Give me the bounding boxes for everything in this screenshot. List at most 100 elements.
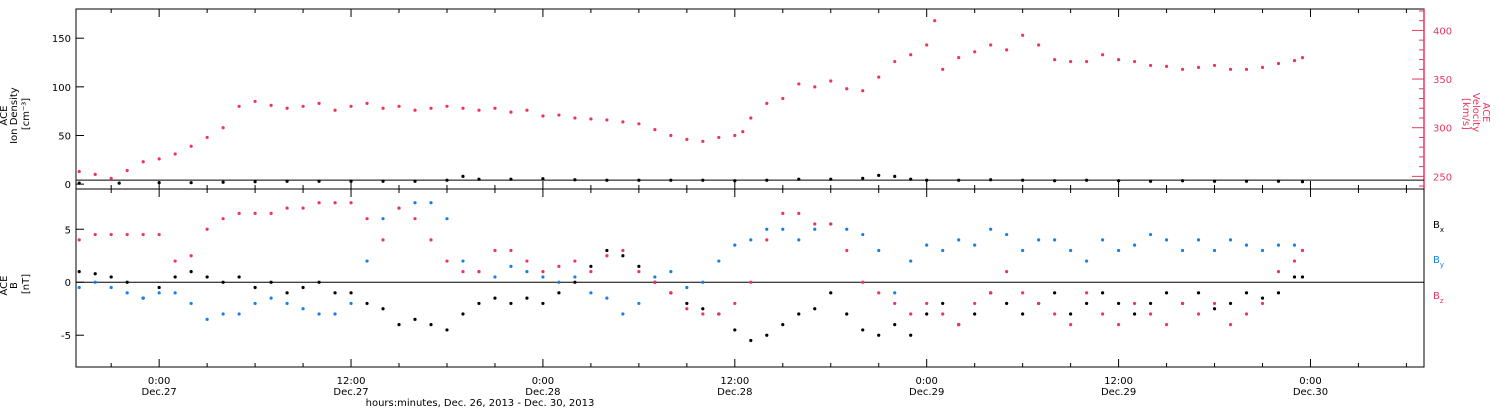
data-point-bx [605, 248, 609, 253]
data-point-bz [1116, 323, 1121, 327]
data-point-by [813, 227, 817, 231]
data-point-bx [1148, 301, 1153, 306]
data-point-density [1180, 179, 1185, 183]
data-point-bz [941, 312, 945, 316]
b-ylabel-line2: B [9, 282, 20, 289]
data-point-velocity [349, 104, 353, 108]
data-point-velocity [893, 59, 897, 64]
data-point-bx [1196, 291, 1201, 295]
legend-bx-sub: x [1440, 226, 1444, 234]
data-point-bz [1164, 323, 1169, 327]
data-point-by [525, 270, 529, 274]
data-point-bz [189, 254, 193, 258]
data-point-velocity [717, 135, 721, 140]
data-point-bz [605, 254, 609, 258]
data-point-density [157, 181, 161, 185]
data-point-velocity [933, 19, 937, 23]
data-point-bz [685, 307, 689, 311]
data-point-by [861, 232, 865, 237]
data-point-density [925, 178, 929, 182]
data-point-velocity [941, 67, 945, 71]
data-point-by [893, 291, 897, 295]
x-tick-date: Dec.28 [525, 387, 560, 398]
data-point-bz [285, 206, 289, 210]
data-point-bx [1292, 275, 1297, 279]
data-point-velocity [413, 108, 417, 112]
data-point-density [461, 174, 465, 178]
data-point-bz [1180, 301, 1185, 306]
velocity-ytick-label: 400 [1433, 26, 1452, 37]
data-point-bx [909, 333, 913, 337]
data-point-bx [589, 264, 593, 268]
data-point-bz [765, 238, 769, 242]
data-point-by [653, 275, 657, 279]
data-point-bx [269, 280, 273, 284]
data-point-velocity [109, 176, 113, 180]
data-point-by [1053, 238, 1057, 242]
data-point-by [109, 285, 113, 290]
data-point-velocity [557, 113, 561, 117]
data-point-by [621, 312, 625, 316]
data-point-velocity [1212, 63, 1217, 68]
data-point-bz [653, 280, 657, 284]
data-point-velocity [877, 75, 881, 79]
data-point-bz [957, 323, 961, 327]
data-point-density [877, 173, 881, 177]
density-ylabel-line2: Ion Density [9, 87, 20, 144]
density-ytick-label: 0 [65, 180, 71, 191]
top-panel: 0 50 100 150 250 300 350 400 ACE Ion Density [… [0, 8, 1491, 191]
data-point-velocity [957, 56, 961, 60]
data-point-bx [973, 312, 977, 316]
x-tick-time: 0:00 [148, 376, 170, 387]
data-point-density [1212, 179, 1217, 183]
data-point-bx [845, 312, 849, 316]
data-point-bx [573, 280, 577, 284]
data-point-velocity [493, 106, 497, 110]
data-point-bz [669, 291, 673, 295]
data-point-velocity [781, 96, 785, 101]
legend-by-sub: y [1440, 261, 1444, 269]
data-point-by [605, 296, 609, 300]
data-point-velocity [1069, 59, 1073, 64]
data-point-bz [909, 312, 913, 316]
data-point-bz [1069, 323, 1073, 327]
x-axis-caption: hours:minutes, Dec. 26, 2013 - Dec. 30, … [366, 398, 595, 409]
data-point-by [429, 201, 433, 205]
data-point-bx [509, 301, 513, 306]
data-point-bz [1228, 323, 1233, 327]
data-point-bx [877, 333, 881, 337]
data-point-bz [829, 222, 833, 226]
data-point-by [541, 275, 545, 279]
data-point-bz [717, 312, 721, 316]
data-point-bz [1132, 301, 1137, 306]
velocity-ylabel: ACE Velocity [km/s] [1460, 93, 1491, 135]
data-point-by [1005, 232, 1009, 237]
data-point-by [205, 317, 209, 321]
legend: Bx By Bz [1433, 220, 1444, 305]
data-point-bz [109, 232, 113, 237]
data-point-by [589, 291, 593, 295]
data-point-by [509, 264, 513, 268]
data-point-velocity [221, 126, 225, 130]
data-point-velocity [653, 128, 657, 132]
data-point-bz [205, 227, 209, 231]
data-point-bz [701, 312, 705, 316]
data-point-bx [221, 280, 225, 284]
data-point-bx [941, 301, 945, 306]
data-point-bz [557, 264, 561, 268]
data-point-velocity [1276, 61, 1281, 66]
data-point-velocity [1085, 59, 1089, 64]
data-point-by [733, 243, 737, 247]
data-point-bz [733, 301, 737, 306]
data-point-bz [493, 248, 497, 253]
data-point-velocity [1116, 57, 1121, 62]
top-right-axis: 250 300 350 400 [1412, 9, 1452, 189]
data-point-bz [1037, 301, 1041, 306]
data-point-velocity [621, 120, 625, 124]
data-point-bx [157, 285, 161, 290]
data-point-velocity [509, 110, 513, 114]
density-ytick-label: 150 [52, 34, 71, 45]
b-ylabel: ACE B [nT] [0, 272, 32, 295]
data-point-density [477, 177, 481, 181]
